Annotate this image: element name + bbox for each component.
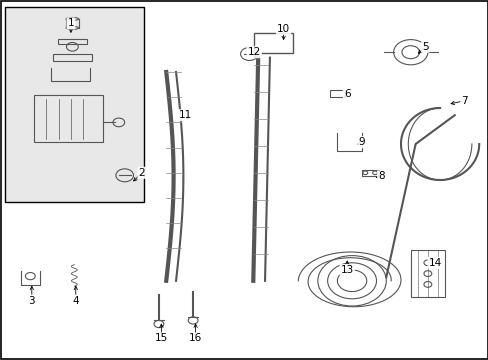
Text: 13: 13: [340, 265, 353, 275]
Text: 12: 12: [247, 47, 261, 57]
Text: 8: 8: [377, 171, 384, 181]
Bar: [361, 170, 378, 176]
Text: 16: 16: [188, 333, 202, 343]
Text: 10: 10: [277, 24, 289, 34]
Text: 6: 6: [343, 89, 350, 99]
Bar: [329, 90, 344, 97]
Bar: [254, 33, 293, 53]
Text: 7: 7: [460, 96, 467, 106]
Text: 2: 2: [138, 168, 145, 178]
Bar: [53, 54, 92, 61]
Text: 1: 1: [67, 18, 74, 28]
Text: 9: 9: [358, 137, 365, 147]
FancyBboxPatch shape: [5, 7, 144, 202]
Text: 5: 5: [421, 42, 428, 52]
Text: 15: 15: [154, 333, 168, 343]
Bar: [410, 250, 444, 297]
Bar: [58, 39, 87, 44]
Text: 4: 4: [72, 296, 79, 306]
Text: 14: 14: [427, 258, 441, 268]
Text: 11: 11: [179, 110, 192, 120]
Bar: [34, 95, 102, 142]
Text: 3: 3: [28, 296, 35, 306]
